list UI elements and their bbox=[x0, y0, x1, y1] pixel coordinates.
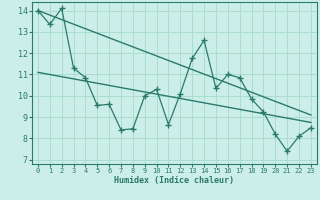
X-axis label: Humidex (Indice chaleur): Humidex (Indice chaleur) bbox=[115, 176, 234, 185]
